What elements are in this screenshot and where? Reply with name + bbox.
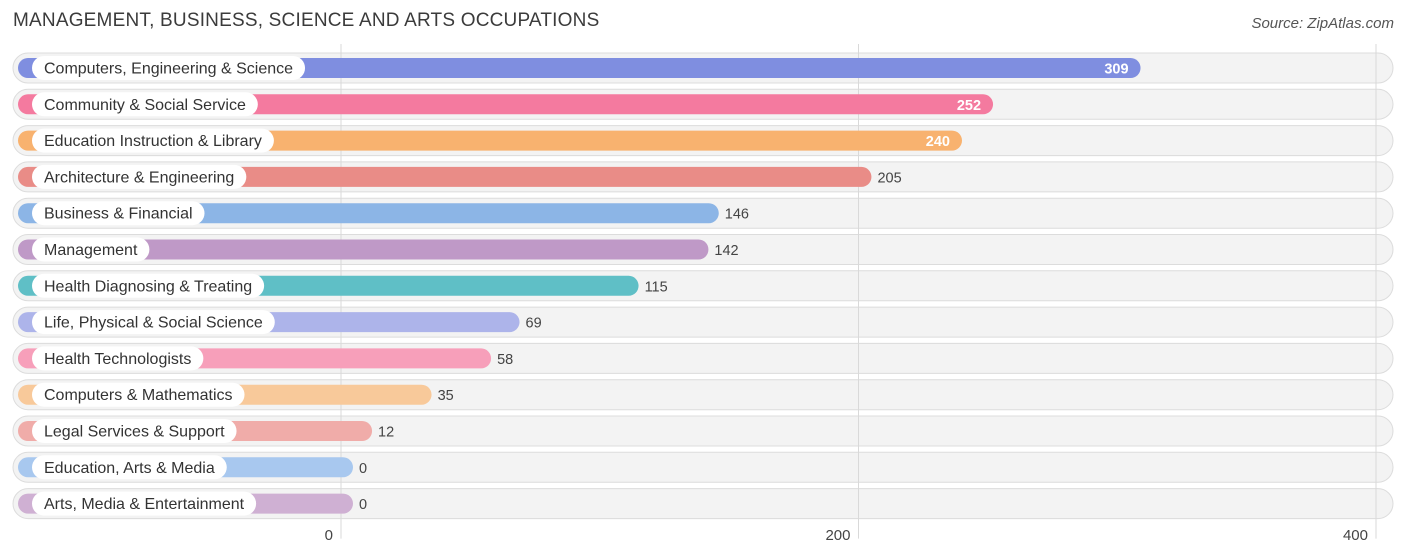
category-label-pill xyxy=(32,164,247,189)
value-label: 252 xyxy=(957,98,981,114)
value-label: 0 xyxy=(359,497,367,513)
category-label-pill xyxy=(32,128,274,153)
category-label-pill xyxy=(32,237,150,262)
category-label: Architecture & Engineering xyxy=(44,169,234,186)
value-label: 309 xyxy=(1104,62,1128,78)
category-label: Management xyxy=(44,242,138,259)
category-label-pill xyxy=(32,346,204,371)
category-label: Community & Social Service xyxy=(44,97,246,114)
category-label-pill xyxy=(32,382,245,407)
value-label: 69 xyxy=(526,316,542,332)
category-label-pill xyxy=(32,92,258,117)
value-label: 58 xyxy=(497,352,513,368)
chart-title: MANAGEMENT, BUSINESS, SCIENCE AND ARTS O… xyxy=(13,10,600,31)
category-label: Education Instruction & Library xyxy=(44,133,262,150)
category-label: Education, Arts & Media xyxy=(44,460,215,477)
x-tick-label: 200 xyxy=(825,527,850,544)
source-note: Source: ZipAtlas.com xyxy=(1251,15,1394,32)
row-track xyxy=(12,488,1394,520)
bar xyxy=(18,94,994,115)
category-label-pill xyxy=(32,310,275,335)
category-label: Life, Physical & Social Science xyxy=(44,315,263,332)
category-label-pill xyxy=(32,491,257,516)
category-label: Business & Financial xyxy=(44,206,193,223)
category-label: Health Diagnosing & Treating xyxy=(44,278,252,295)
bar xyxy=(18,239,709,260)
value-label: 142 xyxy=(714,243,738,259)
x-tick-label: 400 xyxy=(1343,527,1368,544)
bars: Computers, Engineering & Science 309 Commu… xyxy=(18,56,1141,516)
category-label: Health Technologists xyxy=(44,351,191,368)
category-label-pill xyxy=(32,455,227,480)
value-label: 35 xyxy=(438,388,454,404)
category-label: Computers & Mathematics xyxy=(44,387,233,404)
row-track xyxy=(12,451,1394,483)
category-label-pill xyxy=(32,201,205,226)
value-label: 240 xyxy=(926,134,950,150)
category-label: Arts, Media & Entertainment xyxy=(44,496,245,513)
category-label: Computers, Engineering & Science xyxy=(44,61,293,78)
category-label-pill xyxy=(32,273,265,298)
x-tick-label: 0 xyxy=(325,527,333,544)
value-label: 12 xyxy=(378,425,394,441)
category-label: Legal Services & Support xyxy=(44,424,225,441)
value-label: 146 xyxy=(725,207,749,223)
value-label: 205 xyxy=(877,170,901,186)
category-label-pill xyxy=(32,56,306,80)
x-axis-ticks: 0 200 400 xyxy=(325,527,1368,544)
value-label: 115 xyxy=(645,279,668,295)
category-label-pill xyxy=(32,419,237,443)
value-label: 0 xyxy=(359,461,367,477)
